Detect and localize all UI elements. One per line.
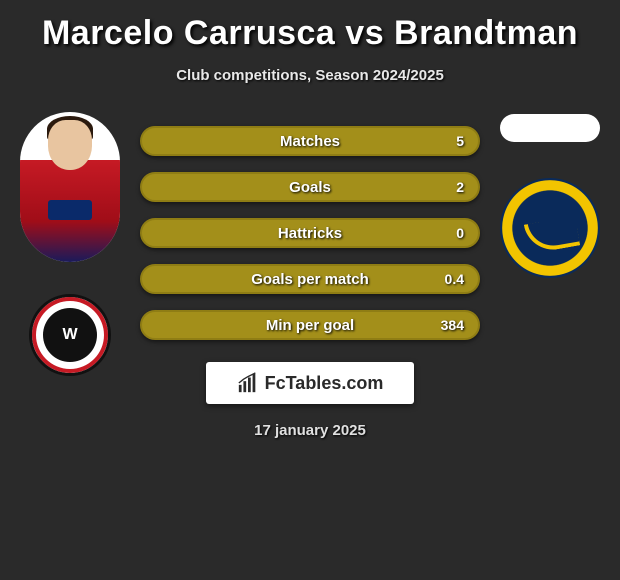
stat-value: 2 xyxy=(456,179,464,195)
stat-bar-goals: Goals 2 xyxy=(140,172,480,202)
right-club-badge xyxy=(500,178,600,278)
stat-bar-min-per-goal: Min per goal 384 xyxy=(140,310,480,340)
stat-bar-matches: Matches 5 xyxy=(140,126,480,156)
chart-icon xyxy=(237,372,259,394)
badge-initials: W xyxy=(43,308,97,362)
left-player-photo xyxy=(20,112,120,262)
stat-value: 0.4 xyxy=(445,271,464,287)
head-icon xyxy=(48,120,92,170)
right-player-photo-placeholder xyxy=(500,114,600,142)
brand-badge: FcTables.com xyxy=(206,362,414,404)
stat-bar-goals-per-match: Goals per match 0.4 xyxy=(140,264,480,294)
page-title: Marcelo Carrusca vs Brandtman xyxy=(0,0,620,53)
stat-label: Hattricks xyxy=(278,225,342,242)
right-player-column xyxy=(490,112,610,278)
stat-label: Goals xyxy=(289,179,331,196)
stat-value: 0 xyxy=(456,225,464,241)
left-player-column: W xyxy=(10,112,130,376)
stat-label: Matches xyxy=(280,133,340,150)
footer-date: 17 january 2025 xyxy=(0,422,620,439)
brand-text: FcTables.com xyxy=(265,373,384,394)
stat-label: Min per goal xyxy=(266,317,354,334)
jersey-icon xyxy=(20,160,120,262)
stats-bars: Matches 5 Goals 2 Hattricks 0 Goals per … xyxy=(140,112,480,340)
left-club-badge: W xyxy=(29,294,111,376)
wave-icon xyxy=(524,216,580,255)
stat-bar-hattricks: Hattricks 0 xyxy=(140,218,480,248)
stat-label: Goals per match xyxy=(251,271,369,288)
stat-value: 5 xyxy=(456,133,464,149)
comparison-panel: W Matches 5 Goals 2 Hattricks 0 Goals pe… xyxy=(0,112,620,340)
page-subtitle: Club competitions, Season 2024/2025 xyxy=(0,67,620,84)
stat-value: 384 xyxy=(441,317,464,333)
